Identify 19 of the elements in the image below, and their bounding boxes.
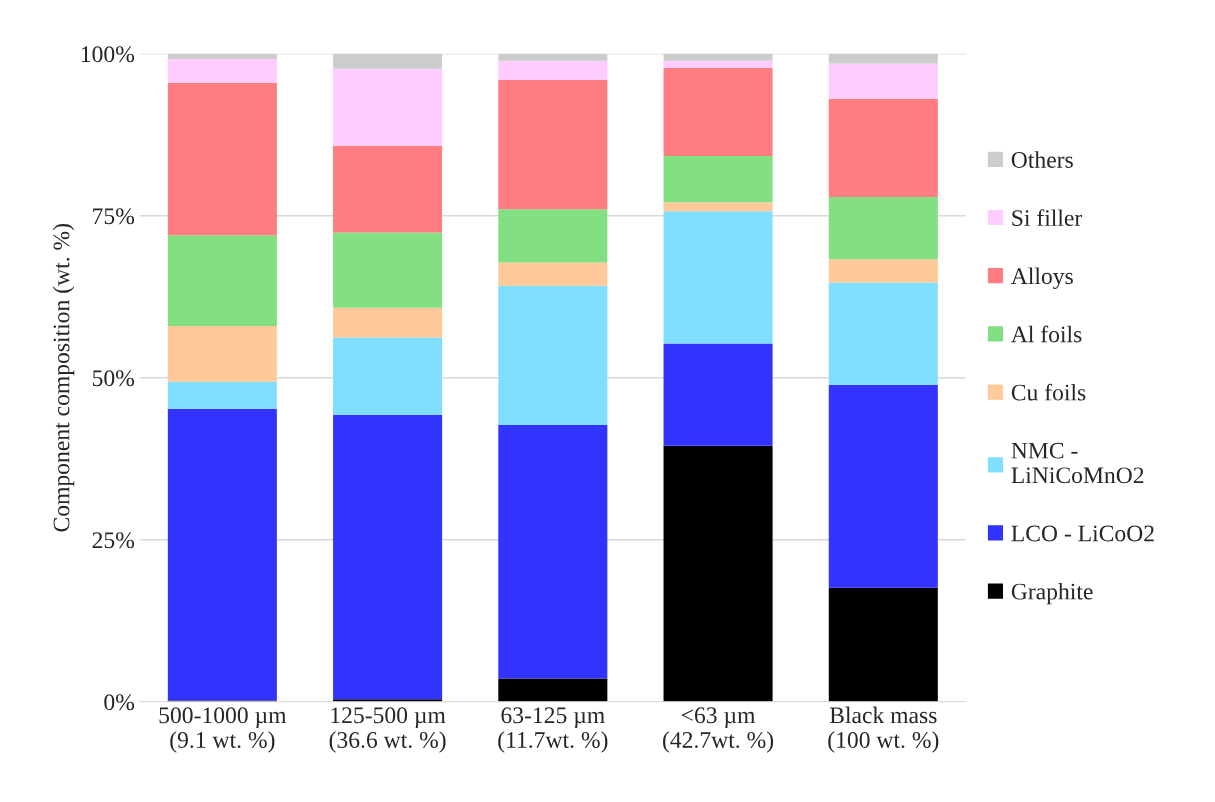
legend-label: Alloys bbox=[1011, 267, 1073, 290]
x-tick-label: 63-125 µm (11.7wt. %) bbox=[498, 707, 608, 753]
x-tick-label: 500-1000 µm (9.1 wt. %) bbox=[159, 707, 287, 753]
y-tick-label: 50% bbox=[92, 370, 135, 387]
legend-label: Others bbox=[1011, 151, 1073, 168]
legend-label: Si filler bbox=[1012, 209, 1083, 227]
y-axis-title: Component composition (wt. %) bbox=[52, 224, 75, 532]
x-tick-label: <63 µm (42.7wt. %) bbox=[663, 707, 774, 753]
y-tick-label: 25% bbox=[92, 532, 135, 549]
y-tick-label: 100% bbox=[81, 46, 135, 63]
legend-label: Al foils bbox=[1011, 325, 1082, 343]
legend-label: LCO - LiCoO2 bbox=[1011, 525, 1154, 542]
legend-label: NMC - LiNiCoMnO2 bbox=[1011, 442, 1144, 484]
x-tick-label: 125-500 µm (36.6 wt. %) bbox=[329, 707, 446, 753]
legend-label: Graphite bbox=[1011, 582, 1093, 605]
x-tick-label: Black mass (100 wt. %) bbox=[828, 706, 939, 753]
y-tick-label: 0% bbox=[104, 694, 135, 711]
legend-label: Cu foils bbox=[1011, 383, 1086, 401]
y-tick-label: 75% bbox=[93, 208, 135, 225]
